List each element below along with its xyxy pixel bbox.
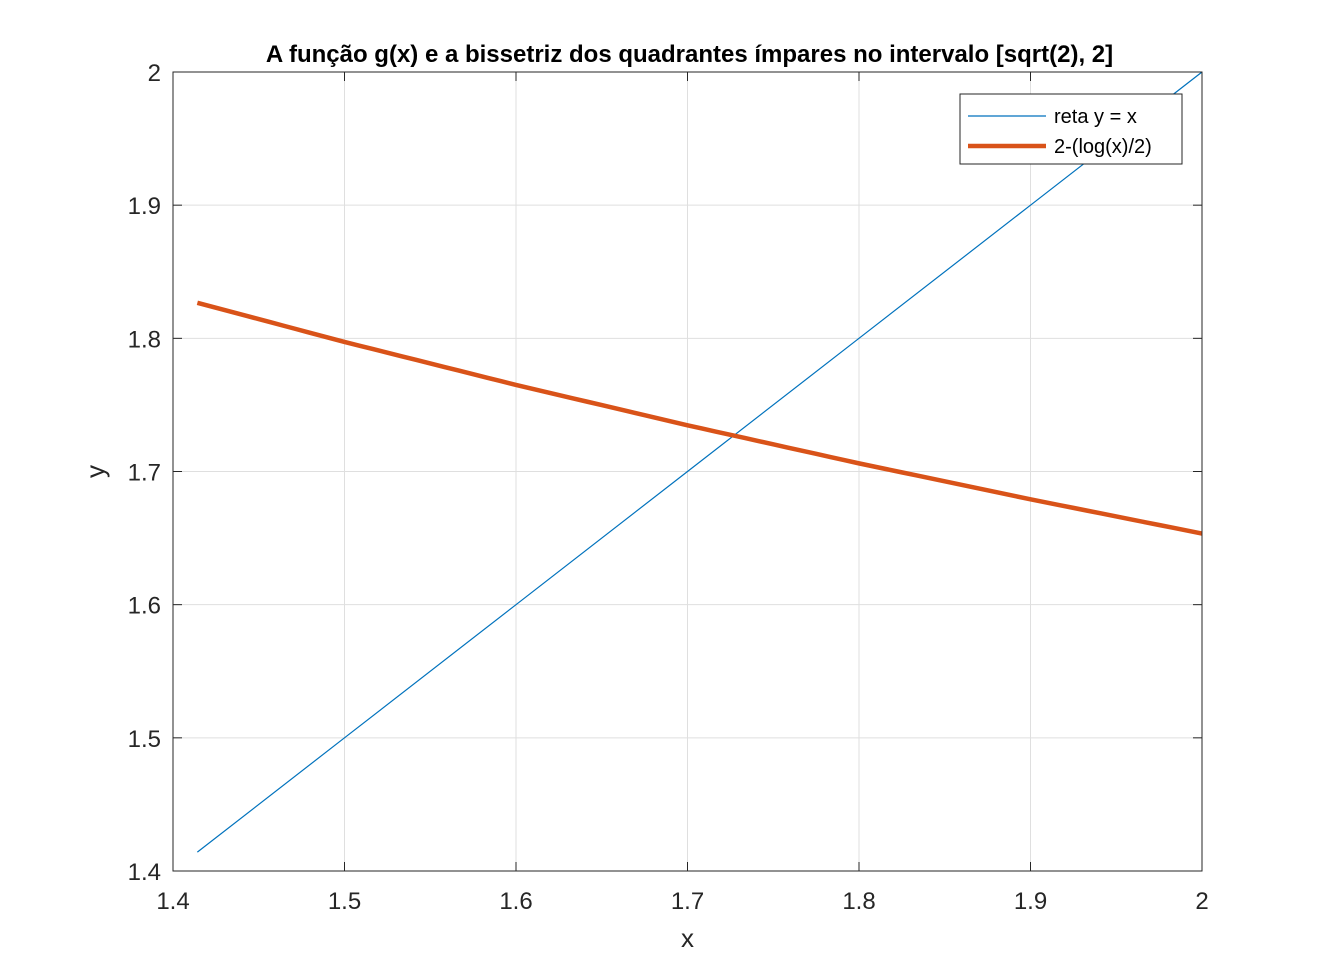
y-tick-label: 2 bbox=[148, 60, 161, 87]
y-tick-label: 1.6 bbox=[128, 593, 161, 620]
legend: reta y = x 2-(log(x)/2) bbox=[959, 93, 1183, 165]
x-axis-label: x bbox=[681, 923, 694, 953]
ticks bbox=[172, 71, 1203, 872]
x-tick-label: 1.7 bbox=[671, 888, 704, 915]
series-line-2 bbox=[196, 300, 1203, 536]
x-tick-label: 2 bbox=[1195, 888, 1208, 915]
legend-box bbox=[959, 93, 1183, 165]
x-tick-label: 1.9 bbox=[1014, 888, 1047, 915]
y-axis-label: y bbox=[80, 465, 110, 478]
y-tick-label: 1.5 bbox=[128, 726, 161, 753]
chart-title: A função g(x) e a bissetriz dos quadrant… bbox=[266, 41, 1113, 68]
y-tick-label: 1.8 bbox=[128, 326, 161, 353]
y-tick-label: 1.9 bbox=[128, 193, 161, 220]
x-tick-label: 1.6 bbox=[499, 888, 532, 915]
y-tick-label: 1.4 bbox=[128, 859, 161, 886]
x-tick-label: 1.8 bbox=[842, 888, 875, 915]
tick-labels: 1.4 1.5 1.6 1.7 1.8 1.9 2 1.4 1.5 1.6 1.7 1.8 1.9 2 bbox=[128, 60, 1209, 915]
x-tick-label: 1.5 bbox=[328, 888, 361, 915]
legend-label-1: reta y = x bbox=[1054, 106, 1137, 128]
x-tick-label: 1.4 bbox=[156, 888, 189, 915]
legend-label-2: 2-(log(x)/2) bbox=[1054, 136, 1152, 158]
series-layer bbox=[196, 71, 1203, 853]
y-tick-label: 1.7 bbox=[128, 460, 161, 487]
series-line-1 bbox=[196, 71, 1203, 853]
